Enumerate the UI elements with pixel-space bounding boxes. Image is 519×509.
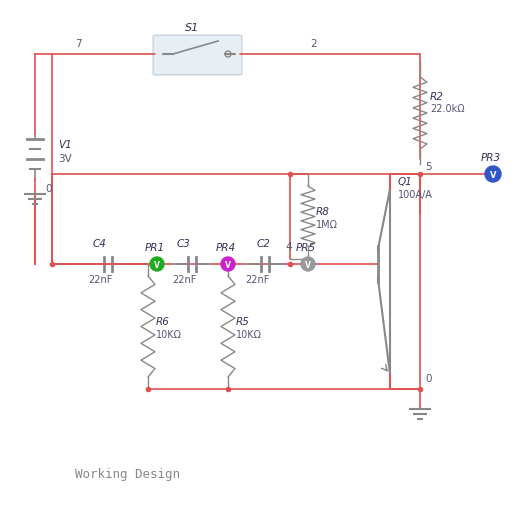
Text: PR4: PR4 xyxy=(216,242,236,252)
Text: 22.0kΩ: 22.0kΩ xyxy=(430,104,465,114)
Circle shape xyxy=(150,258,164,271)
Text: 10KΩ: 10KΩ xyxy=(156,329,182,340)
Text: V: V xyxy=(225,260,231,269)
FancyBboxPatch shape xyxy=(153,36,242,76)
Circle shape xyxy=(221,258,235,271)
Text: V1: V1 xyxy=(58,140,72,150)
Text: 22nF: 22nF xyxy=(88,274,112,285)
Text: R5: R5 xyxy=(236,317,250,326)
Text: R6: R6 xyxy=(156,317,170,326)
Text: V: V xyxy=(305,260,311,269)
Text: PR5: PR5 xyxy=(296,242,316,252)
Text: 22nF: 22nF xyxy=(245,274,269,285)
Text: 7: 7 xyxy=(75,39,81,49)
Text: Q1: Q1 xyxy=(398,177,413,187)
Text: 4: 4 xyxy=(285,242,292,251)
Text: C4: C4 xyxy=(93,239,107,248)
Text: 3V: 3V xyxy=(58,154,72,164)
Text: R2: R2 xyxy=(430,92,444,102)
Text: PR3: PR3 xyxy=(481,153,501,163)
Text: 1MΩ: 1MΩ xyxy=(316,219,338,230)
Text: 0: 0 xyxy=(45,184,51,193)
Text: C2: C2 xyxy=(257,239,271,248)
Text: 22nF: 22nF xyxy=(172,274,196,285)
Text: 10KΩ: 10KΩ xyxy=(236,329,262,340)
Text: C3: C3 xyxy=(177,239,191,248)
Text: V: V xyxy=(154,260,160,269)
Text: 0: 0 xyxy=(425,373,431,383)
Text: 2: 2 xyxy=(310,39,317,49)
Circle shape xyxy=(485,166,501,183)
Text: V: V xyxy=(490,170,496,179)
Circle shape xyxy=(301,258,315,271)
Text: R8: R8 xyxy=(316,207,330,216)
Text: PR1: PR1 xyxy=(145,242,165,252)
Text: 100A/A: 100A/A xyxy=(398,190,433,200)
Text: S1: S1 xyxy=(185,23,199,33)
Text: Working Design: Working Design xyxy=(75,467,180,480)
Text: 5: 5 xyxy=(425,162,432,172)
